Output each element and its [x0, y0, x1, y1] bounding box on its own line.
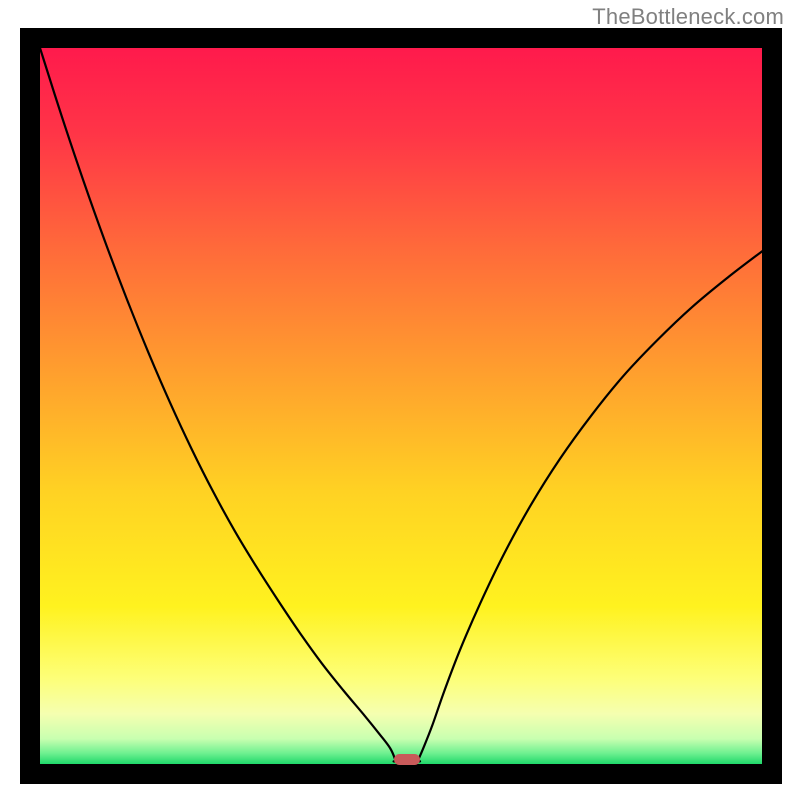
optimal-point-marker [394, 754, 420, 765]
watermark-text: TheBottleneck.com [592, 4, 784, 30]
plot-border [20, 28, 782, 784]
chart-frame: TheBottleneck.com [0, 0, 800, 800]
